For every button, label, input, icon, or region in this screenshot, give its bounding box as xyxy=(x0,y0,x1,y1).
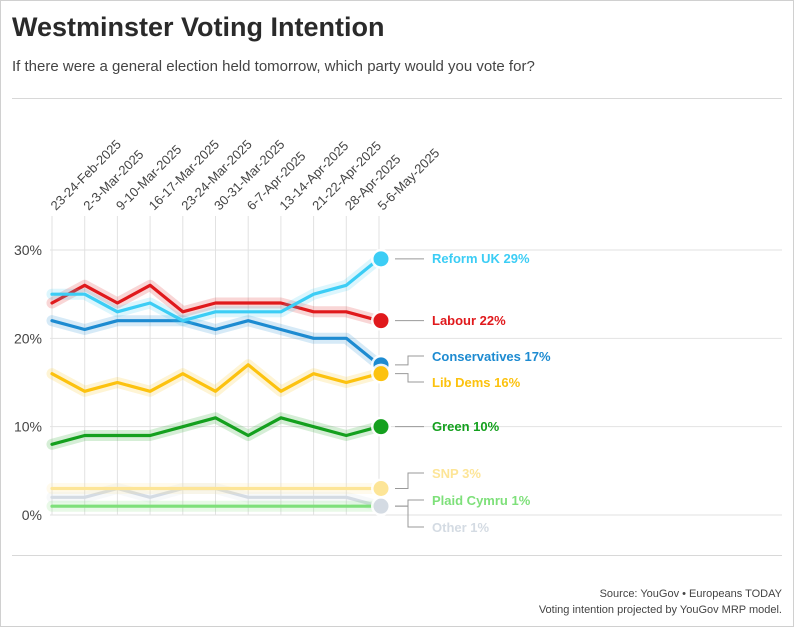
chart-title: Westminster Voting Intention xyxy=(12,12,385,42)
end-markers xyxy=(371,248,391,517)
series-label: Other 1% xyxy=(432,520,490,535)
series-label: Plaid Cymru 1% xyxy=(432,493,531,508)
series-label: Reform UK 29% xyxy=(432,251,530,266)
series-line xyxy=(50,363,381,393)
grid-lines xyxy=(50,216,782,516)
label-connector xyxy=(395,355,424,366)
series-label: SNP 3% xyxy=(432,466,481,481)
series-labels: Reform UK 29% Labour 22% Conservatives 17%… xyxy=(432,251,551,535)
method-note: Voting intention projected by YouGov MRP… xyxy=(538,604,782,616)
label-connector xyxy=(395,373,424,383)
label-connector xyxy=(395,472,424,489)
y-axis: 0% 10% 20% 30% xyxy=(14,242,42,523)
end-marker xyxy=(373,498,389,514)
series-line xyxy=(50,319,381,367)
y-tick-label: 0% xyxy=(22,507,42,523)
end-marker xyxy=(373,366,389,382)
series-label: Labour 22% xyxy=(432,313,506,328)
chart-subtitle: If there were a general election held to… xyxy=(12,58,535,75)
series-line xyxy=(50,257,381,323)
label-connector xyxy=(395,505,424,528)
series-line xyxy=(50,416,381,446)
header-divider xyxy=(12,98,782,99)
label-connector xyxy=(395,499,424,507)
x-axis: 23-24-Feb-20252-3-Mar-20259-10-Mar-20251… xyxy=(48,137,443,214)
series-label: Lib Dems 16% xyxy=(432,375,521,390)
y-tick-label: 10% xyxy=(14,419,42,435)
series-label: Conservatives 17% xyxy=(432,349,551,364)
footer-divider xyxy=(12,555,782,556)
end-marker xyxy=(373,313,389,329)
y-tick-label: 20% xyxy=(14,330,42,346)
series-label: Green 10% xyxy=(432,419,500,434)
label-connectors xyxy=(395,258,424,528)
y-tick-label: 30% xyxy=(14,242,42,258)
end-marker xyxy=(373,251,389,267)
source-note: Source: YouGov • Europeans TODAY xyxy=(599,588,782,600)
series-lines xyxy=(46,253,385,512)
series-line xyxy=(50,283,381,323)
end-marker xyxy=(373,419,389,435)
end-marker xyxy=(373,481,389,496)
